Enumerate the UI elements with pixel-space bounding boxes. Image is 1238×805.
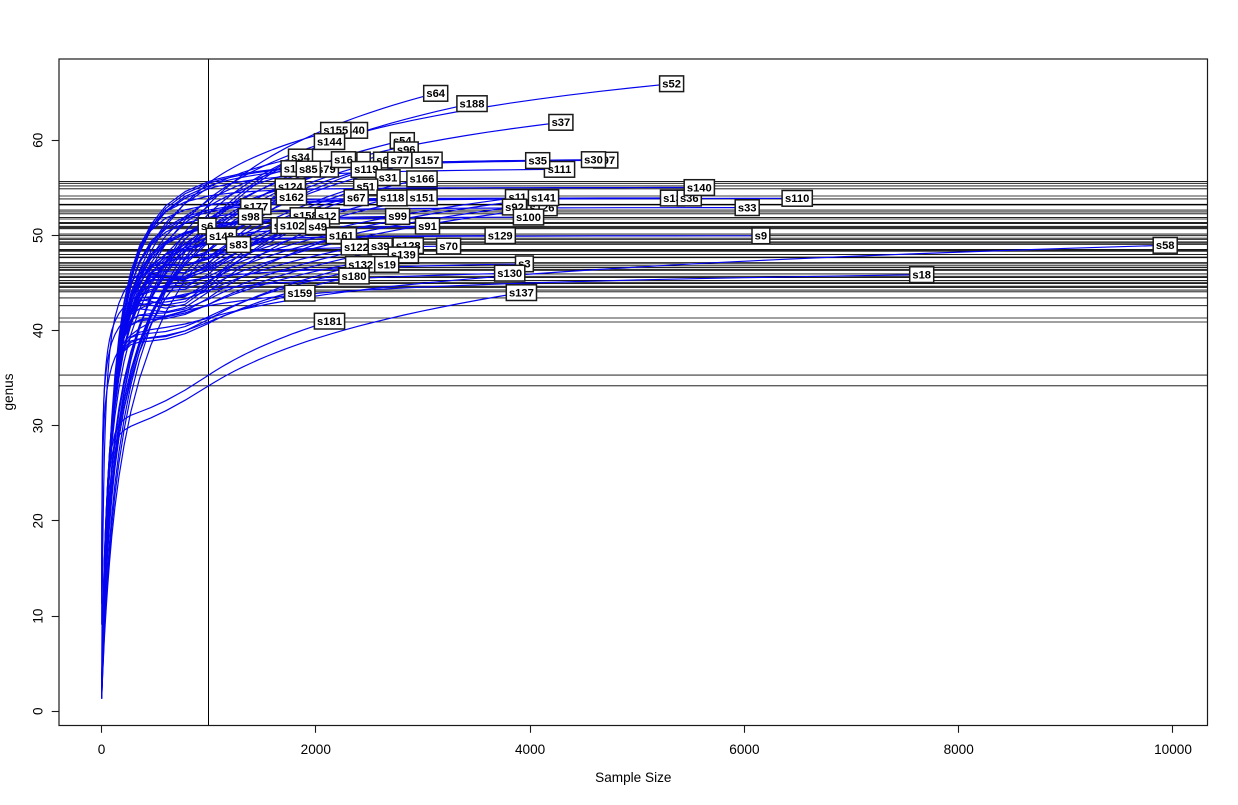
svg-text:s144: s144 bbox=[317, 136, 343, 148]
svg-text:10000: 10000 bbox=[1154, 742, 1192, 757]
svg-text:s130: s130 bbox=[497, 268, 522, 280]
svg-text:s151: s151 bbox=[410, 192, 435, 204]
svg-text:s181: s181 bbox=[317, 316, 342, 328]
svg-text:s64: s64 bbox=[426, 88, 445, 100]
svg-text:s100: s100 bbox=[516, 212, 541, 224]
svg-text:8000: 8000 bbox=[944, 742, 975, 757]
svg-text:s19: s19 bbox=[377, 259, 396, 271]
svg-text:0: 0 bbox=[31, 707, 46, 715]
svg-text:50: 50 bbox=[31, 227, 46, 243]
svg-text:s162: s162 bbox=[279, 192, 304, 204]
svg-text:s129: s129 bbox=[488, 230, 513, 242]
svg-text:s39: s39 bbox=[371, 241, 390, 253]
svg-text:genus: genus bbox=[1, 373, 16, 410]
svg-text:s110: s110 bbox=[785, 193, 809, 205]
svg-text:s70: s70 bbox=[439, 241, 458, 253]
svg-text:s91: s91 bbox=[418, 221, 437, 233]
svg-text:s98: s98 bbox=[241, 211, 260, 223]
svg-text:s37: s37 bbox=[552, 117, 571, 129]
svg-text:s49: s49 bbox=[308, 222, 327, 234]
svg-text:s1: s1 bbox=[284, 163, 296, 175]
svg-text:s118: s118 bbox=[380, 193, 404, 205]
svg-text:s35: s35 bbox=[528, 155, 547, 167]
svg-text:s31: s31 bbox=[379, 173, 398, 185]
svg-text:s180: s180 bbox=[342, 271, 367, 283]
svg-text:s137: s137 bbox=[509, 288, 534, 300]
svg-text:s157: s157 bbox=[415, 155, 440, 167]
svg-text:s58: s58 bbox=[1156, 240, 1175, 252]
svg-text:s52: s52 bbox=[662, 79, 681, 91]
svg-text:Sample Size: Sample Size bbox=[595, 770, 671, 785]
svg-text:s18: s18 bbox=[912, 270, 931, 282]
svg-text:s102: s102 bbox=[280, 221, 305, 233]
svg-text:60: 60 bbox=[31, 132, 46, 148]
svg-text:s9: s9 bbox=[755, 231, 767, 243]
svg-text:30: 30 bbox=[31, 418, 46, 434]
svg-text:s83: s83 bbox=[229, 239, 248, 251]
svg-text:s33: s33 bbox=[738, 202, 757, 214]
svg-text:s141: s141 bbox=[531, 193, 556, 205]
svg-text:s119: s119 bbox=[354, 164, 378, 176]
svg-text:2000: 2000 bbox=[301, 742, 332, 757]
svg-text:10: 10 bbox=[31, 608, 46, 624]
svg-text:6000: 6000 bbox=[729, 742, 760, 757]
svg-text:s77: s77 bbox=[390, 155, 409, 167]
svg-text:s30: s30 bbox=[584, 155, 603, 167]
svg-text:s16: s16 bbox=[334, 155, 353, 167]
svg-text:s122: s122 bbox=[344, 242, 369, 254]
svg-text:0: 0 bbox=[98, 742, 106, 757]
svg-text:s188: s188 bbox=[460, 98, 485, 110]
svg-text:40: 40 bbox=[31, 323, 46, 339]
svg-text:s67: s67 bbox=[347, 192, 366, 204]
svg-text:4000: 4000 bbox=[515, 742, 546, 757]
svg-text:20: 20 bbox=[31, 513, 46, 529]
svg-text:s140: s140 bbox=[687, 182, 712, 194]
svg-text:s111: s111 bbox=[548, 164, 572, 176]
svg-text:s99: s99 bbox=[388, 211, 407, 223]
svg-text:s159: s159 bbox=[287, 288, 312, 300]
svg-text:s85: s85 bbox=[299, 164, 318, 176]
svg-text:s166: s166 bbox=[410, 174, 435, 186]
